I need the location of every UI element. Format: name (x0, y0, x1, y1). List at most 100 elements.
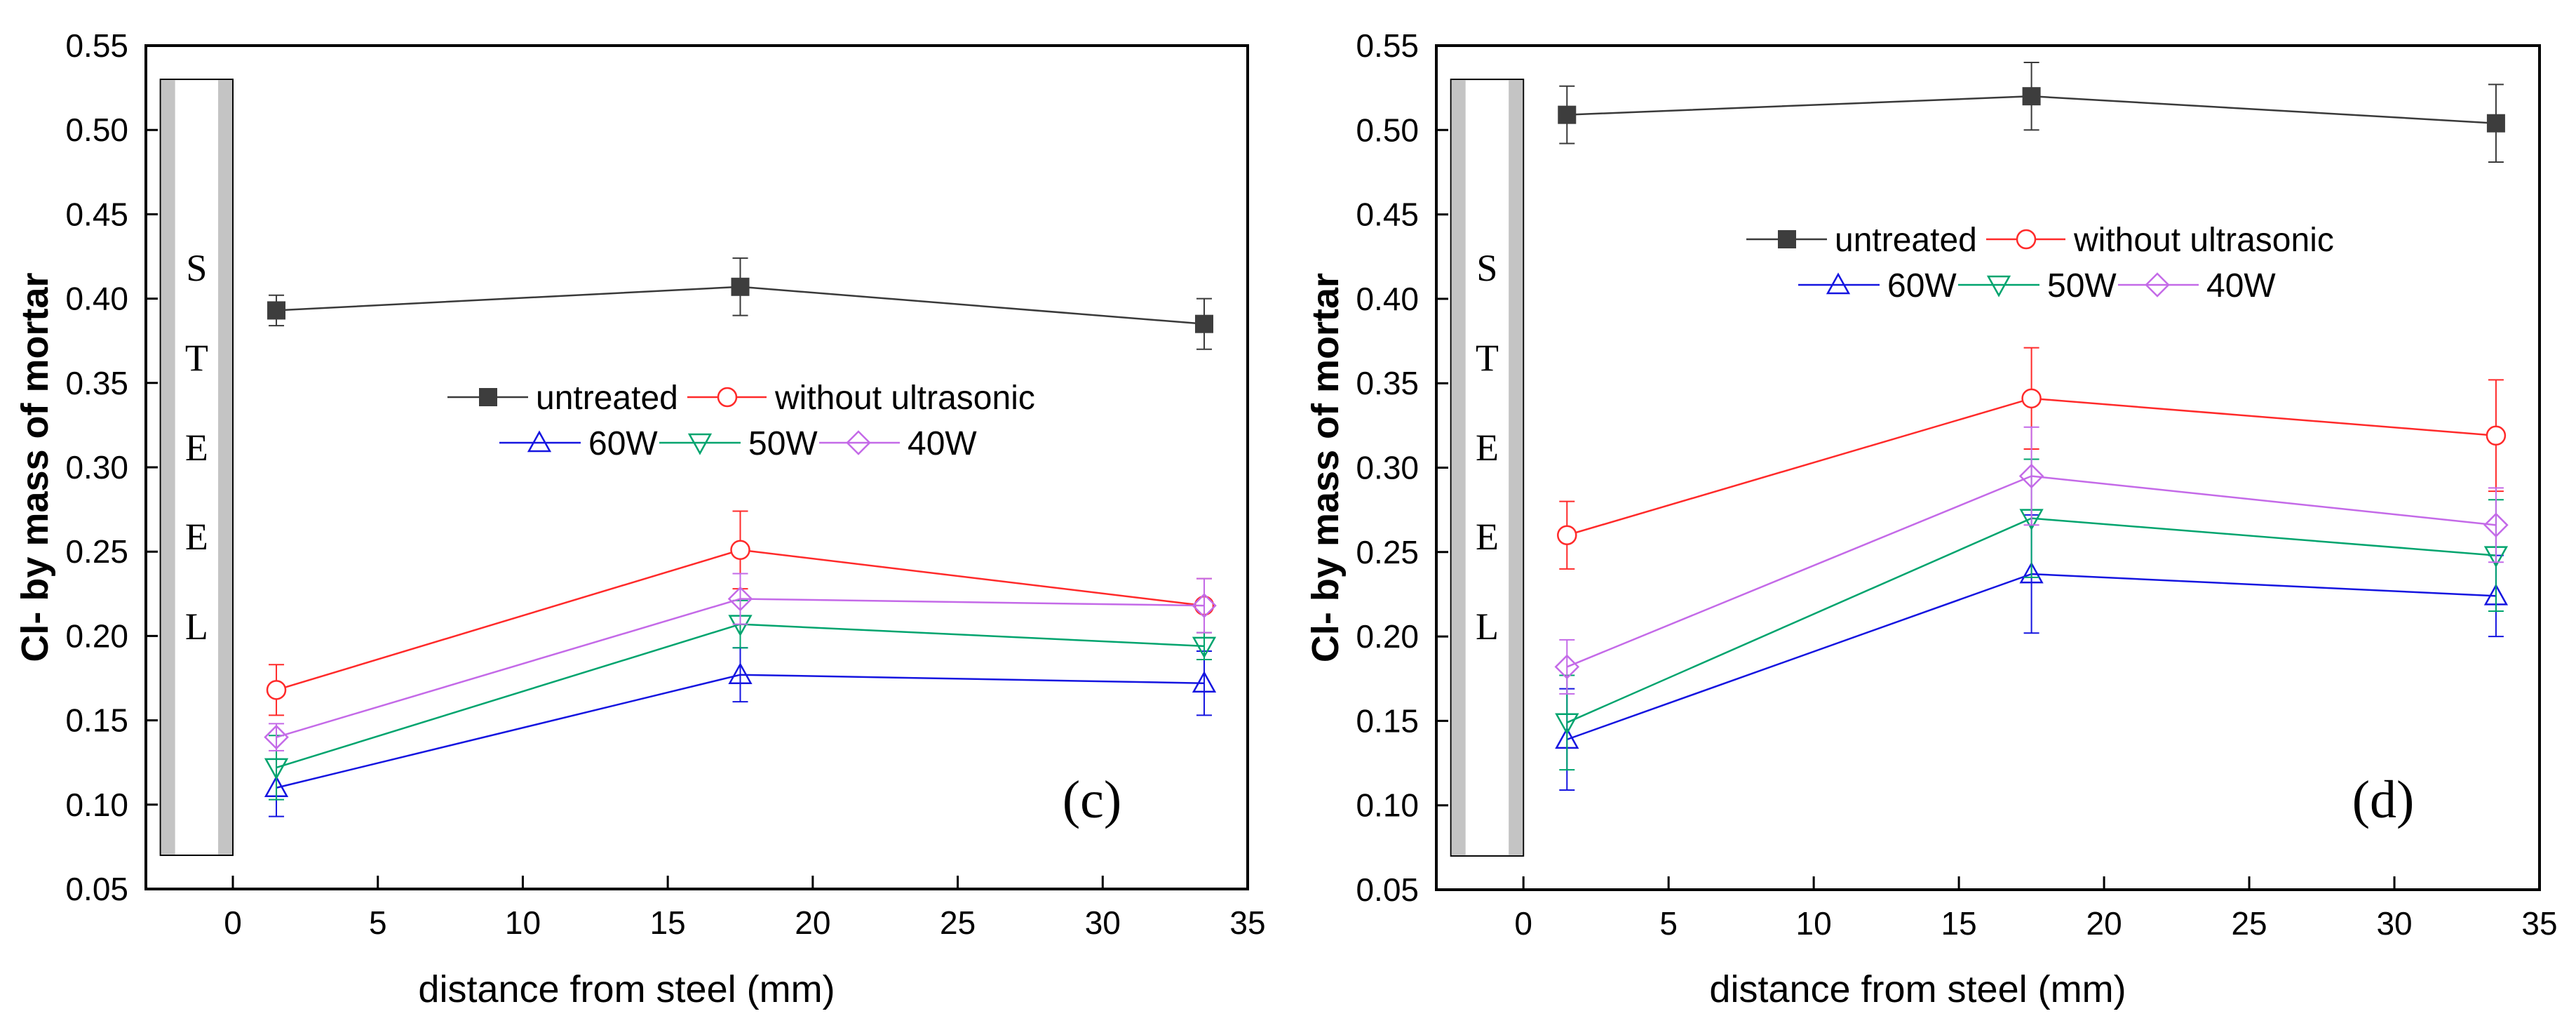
x-tick-label: 5 (369, 904, 387, 941)
y-tick-label: 0.40 (1356, 281, 1419, 317)
y-tick-label: 0.30 (65, 449, 128, 486)
data-point (267, 301, 286, 320)
steel-letter: L (1476, 606, 1499, 648)
steel-letter: S (186, 247, 207, 289)
data-point (1558, 105, 1577, 124)
legend-marker (2016, 229, 2037, 250)
y-tick-label: 0.25 (65, 533, 128, 570)
legend-marker (527, 430, 552, 453)
data-point (2019, 561, 2044, 584)
x-tick-label: 20 (795, 904, 830, 941)
plot-frame (144, 44, 1249, 890)
legend-label: untreated (1835, 222, 1977, 259)
x-tick-label: 15 (650, 904, 686, 941)
plot-frame (1435, 44, 2541, 891)
x-tick-label: 15 (1941, 905, 1977, 942)
x-tick-label: 25 (2231, 905, 2267, 942)
chart-panel-d: S T E E L 0.05 0.10 0.15 0.20 0.25 0.30 0.35 0.40 0.4… (1304, 27, 2558, 1010)
y-tick-label: 0.50 (65, 112, 128, 148)
legend-entry: 60W (1798, 267, 1957, 305)
legend-label: without ultrasonic (774, 380, 1035, 417)
series-40W (1554, 426, 2509, 695)
data-point (1192, 636, 1217, 659)
legend-entry: 40W (819, 425, 977, 462)
y-tick-label: 0.05 (65, 871, 128, 907)
y-axis-label: Cl- by mass of mortar (1304, 273, 1347, 662)
y-tick-label: 0.55 (65, 27, 128, 64)
steel-letter: E (1476, 516, 1499, 558)
data-point (1192, 671, 1217, 693)
panel-label: (d) (2352, 770, 2415, 829)
legend-marker (2145, 272, 2170, 298)
x-tick-label: 25 (940, 904, 976, 941)
x-tick-label: 0 (1514, 905, 1532, 942)
x-tick-label: 35 (2521, 905, 2557, 942)
chart-panel-c: S T E E L 0.05 0.10 0.15 0.20 0.25 0.30 0.35 0.40 0.4… (14, 27, 1266, 1010)
y-tick-label: 0.45 (65, 196, 128, 232)
x-tick-label: 35 (1229, 904, 1265, 941)
series-untreated (1558, 62, 2505, 163)
legend-label: 40W (908, 425, 977, 462)
legend-marker (846, 430, 871, 455)
legend-entry: 40W (2118, 267, 2276, 305)
y-tick-label: 0.20 (1356, 618, 1419, 655)
data-point (2486, 425, 2507, 446)
legend-label: 60W (1887, 267, 1957, 305)
y-tick-label: 0.35 (65, 365, 128, 401)
y-tick-label: 0.20 (65, 617, 128, 654)
series-without-ultrasonic (1557, 347, 2507, 570)
x-tick-label: 30 (1085, 904, 1121, 941)
steel-stripe-right (218, 80, 233, 855)
data-point (266, 680, 287, 700)
legend-entry: untreated (447, 380, 678, 417)
data-point (1554, 654, 1580, 680)
y-tick-label: 0.15 (65, 702, 128, 739)
legend-label: 50W (748, 425, 818, 462)
x-axis-label: distance from steel (mm) (418, 968, 835, 1010)
steel-stripe-left (161, 80, 175, 855)
data-point (1194, 314, 1213, 333)
x-tick-label: 10 (1796, 905, 1832, 942)
x-tick-label: 0 (224, 904, 242, 941)
steel-letter: L (185, 606, 208, 648)
series-untreated (267, 257, 1213, 350)
steel-letter: T (185, 337, 208, 379)
legend-entry: 50W (659, 425, 818, 462)
data-point (1192, 593, 1217, 618)
steel-letter: E (185, 516, 208, 558)
legend-entry: untreated (1746, 222, 1977, 259)
series-40W (264, 573, 1217, 751)
data-point (731, 277, 750, 296)
y-tick-label: 0.35 (1356, 365, 1419, 401)
legend-marker (1986, 275, 2011, 298)
legend-label: 40W (2206, 267, 2276, 305)
legend-marker (1778, 230, 1796, 248)
legend-entry: without ultrasonic (687, 380, 1035, 417)
data-point (264, 724, 289, 750)
x-tick-label: 30 (2376, 905, 2412, 942)
legend-label: 60W (588, 425, 658, 462)
y-tick-label: 0.45 (1356, 196, 1419, 233)
legend-marker (687, 433, 713, 455)
steel-block: S T E E L (159, 79, 234, 856)
x-tick-label: 5 (1659, 905, 1678, 942)
data-point (1555, 713, 1579, 735)
steel-letter: S (1476, 247, 1497, 289)
data-point (2021, 388, 2042, 409)
y-tick-label: 0.40 (65, 281, 128, 317)
legend-label: without ultrasonic (2073, 222, 2334, 259)
legend-marker (717, 387, 738, 408)
y-tick-label: 0.30 (1356, 450, 1419, 486)
steel-stripe-right (1509, 80, 1523, 855)
y-tick-label: 0.55 (1356, 27, 1419, 64)
series-60W (264, 647, 1217, 817)
panel-label: (c) (1063, 770, 1121, 829)
data-point (2018, 463, 2044, 489)
x-tick-label: 10 (505, 904, 541, 941)
legend-entry: 50W (1958, 267, 2117, 305)
steel-letter: T (1476, 337, 1499, 379)
legend-label: 50W (2047, 267, 2117, 305)
y-tick-label: 0.10 (65, 787, 128, 823)
y-axis-label: Cl- by mass of mortar (14, 272, 56, 662)
